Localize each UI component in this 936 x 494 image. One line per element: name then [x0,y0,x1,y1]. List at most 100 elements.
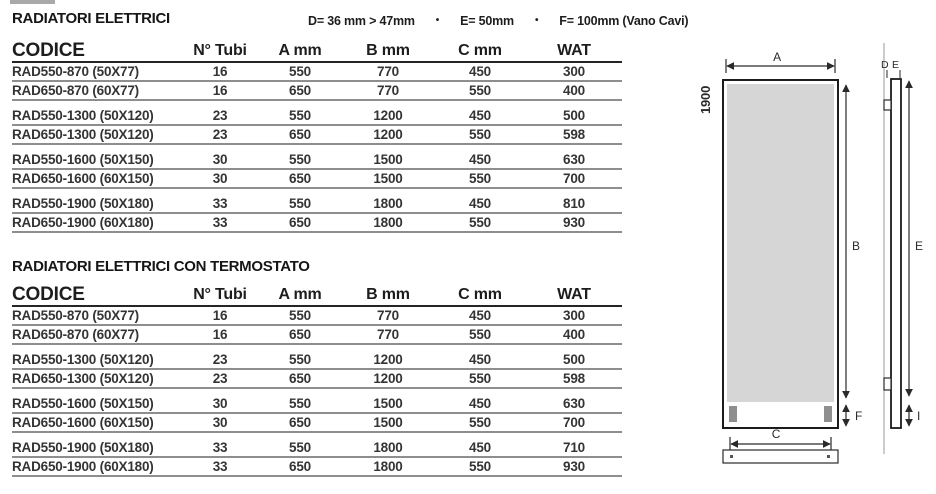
table-title: RADIATORI ELETTRICI [12,10,170,27]
value-cell: 650 [289,127,311,142]
table-row: RAD550-1300 (50X120) 23 550 1200 450 500 [12,107,622,126]
front-panel [727,84,834,402]
table-header-row: CODICE N° Tubi A mm B mm C mm WAT [12,284,622,307]
value-cell: 650 [289,371,311,386]
table-row: RAD550-870 (50X77) 16 550 770 450 300 [12,307,622,326]
table-row: RAD550-870 (50X77) 16 550 770 450 300 [12,63,622,82]
table-row: RAD650-870 (60X77) 16 650 770 550 400 [12,326,622,345]
value-cell: 700 [563,171,585,186]
value-cell: 770 [377,64,399,79]
value-cell: 650 [289,83,311,98]
value-cell: 550 [289,108,311,123]
codice-cell: RAD550-1900 (50X180) [12,440,154,455]
table-row: RAD550-1900 (50X180) 33 550 1800 450 710 [12,439,622,458]
value-cell: 650 [289,415,311,430]
dim-d-label: D [881,59,889,71]
column-header: B mm [366,42,410,59]
value-cell: 550 [289,396,311,411]
table-row: RAD650-1600 (60X150) 30 650 1500 550 700 [12,170,622,189]
codice-cell: RAD650-1600 (60X150) [12,415,154,430]
table-row: RAD650-1300 (50X120) 23 650 1200 550 598 [12,126,622,145]
column-header: C mm [458,42,502,59]
dim-a-label: A [773,50,781,64]
value-cell: 550 [289,352,311,367]
table-row: RAD550-1600 (50X150) 30 550 1500 450 630 [12,395,622,414]
table-body: RAD550-870 (50X77) 16 550 770 450 300 RAD650-8… [12,307,622,477]
table-title: RADIATORI ELETTRICI CON TERMOSTATO [12,258,310,275]
note-dimension-f: F= 100mm (Vano Cavi) [559,14,689,28]
value-cell: 1500 [373,396,403,411]
mounting-foot-left [729,406,737,422]
value-cell: 16 [212,64,228,79]
value-cell: 16 [212,327,228,342]
value-cell: 500 [563,352,585,367]
codice-cell: RAD650-1900 (60X180) [12,459,154,474]
side-profile [890,78,902,429]
table-row: RAD550-1300 (50X120) 23 550 1200 450 500 [12,351,622,370]
value-cell: 770 [377,327,399,342]
value-cell: 23 [212,352,228,367]
table-body: RAD550-870 (50X77) 16 550 770 450 300 RAD650-8… [12,63,622,233]
value-cell: 450 [469,108,491,123]
wall-bracket-top [883,99,892,111]
value-cell: 400 [563,83,585,98]
value-cell: 550 [469,459,491,474]
value-cell: 1200 [373,352,403,367]
dim-i-label: I [917,409,920,423]
codice-cell: RAD550-1300 (50X120) [12,108,154,123]
value-cell: 33 [212,459,228,474]
value-cell: 550 [469,171,491,186]
value-cell: 450 [469,352,491,367]
note-separator-dot: • [534,14,539,26]
value-cell: 30 [212,415,228,430]
codice-cell: RAD550-870 (50X77) [12,64,139,79]
codice-cell: RAD550-870 (50X77) [12,308,139,323]
value-cell: 450 [469,196,491,211]
column-header: N° Tubi [193,286,247,303]
value-cell: 598 [563,371,585,386]
value-cell: 710 [563,440,585,455]
value-cell: 650 [289,171,311,186]
codice-cell: RAD650-1300 (50X120) [12,127,154,142]
dim-c-label: C [772,427,781,441]
value-cell: 550 [289,64,311,79]
value-cell: 770 [377,83,399,98]
value-cell: 23 [212,371,228,386]
value-cell: 450 [469,308,491,323]
note-dimension-e: E= 50mm [460,14,514,28]
value-cell: 700 [563,415,585,430]
codice-cell: RAD650-1900 (60X180) [12,215,154,230]
rail-hole-right [827,455,830,458]
value-cell: 650 [289,215,311,230]
table-row: RAD650-870 (60X77) 16 650 770 550 400 [12,82,622,101]
value-cell: 450 [469,396,491,411]
value-cell: 1800 [373,440,403,455]
column-header: B mm [366,286,410,303]
value-cell: 550 [469,327,491,342]
note-separator-dot: • [435,14,440,26]
value-cell: 1200 [373,371,403,386]
column-header: C mm [458,286,502,303]
value-cell: 1500 [373,152,403,167]
value-cell: 33 [212,440,228,455]
codice-cell: RAD550-1600 (50X150) [12,396,154,411]
value-cell: 1500 [373,171,403,186]
value-cell: 33 [212,196,228,211]
value-cell: 30 [212,396,228,411]
value-cell: 650 [289,459,311,474]
table-header-row: CODICE N° Tubi A mm B mm C mm WAT [12,40,622,63]
value-cell: 550 [289,196,311,211]
value-cell: 16 [212,308,228,323]
value-cell: 1200 [373,127,403,142]
rail-hole-left [730,455,733,458]
value-cell: 550 [289,440,311,455]
mounting-foot-right [824,406,832,422]
value-cell: 550 [469,371,491,386]
value-cell: 1200 [373,108,403,123]
column-header: WAT [557,42,591,59]
value-cell: 810 [563,196,585,211]
table-radiatori-elettrici: RADIATORI ELETTRICI CODICE N° Tubi A mm B m… [12,10,622,233]
wall-rail [722,449,839,464]
codice-cell: RAD650-1600 (60X150) [12,171,154,186]
